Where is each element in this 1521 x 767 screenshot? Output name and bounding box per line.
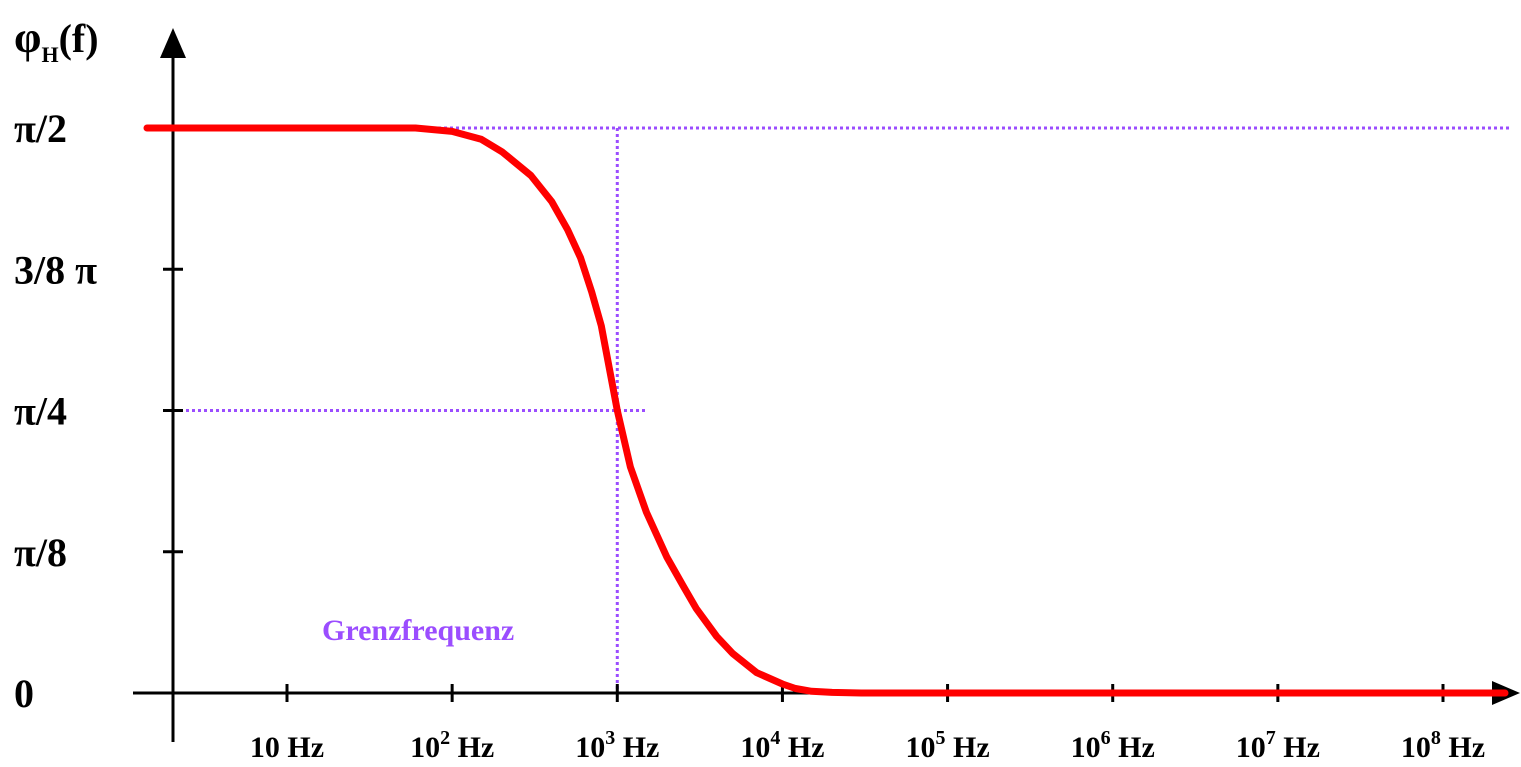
- y-ticks: 0 π/8 π/4 3/8 π π/2: [14, 106, 183, 716]
- x-tick-exponent: 5: [935, 727, 945, 749]
- x-tick-unit: Hz: [450, 731, 494, 764]
- x-tick-exponent: 3: [605, 727, 615, 749]
- x-tick-base: 10: [905, 731, 935, 764]
- x-tick-unit: Hz: [945, 731, 989, 764]
- x-tick-unit: Hz: [780, 731, 824, 764]
- x-tick-base: 10: [410, 731, 440, 764]
- x-tick-exponent: 7: [1266, 727, 1276, 749]
- x-tick-label: 106 Hz: [1071, 727, 1155, 764]
- y-tick-label: 0: [14, 671, 34, 716]
- y-axis-arrowhead: [160, 28, 186, 58]
- y-tick-label: 3/8 π: [14, 247, 97, 292]
- grenzfrequenz-label: Grenzfrequenz: [322, 614, 514, 647]
- x-tick-label: 103 Hz: [575, 727, 659, 764]
- y-tick-label: π/8: [14, 530, 67, 575]
- x-tick-label: 108 Hz: [1401, 727, 1485, 764]
- x-ticks: 10 Hz 102 Hz 103 Hz 104 Hz 105 Hz 106 Hz 107 H…: [250, 684, 1485, 764]
- x-tick-base: 10: [1071, 731, 1101, 764]
- x-tick-exponent: 2: [440, 727, 450, 749]
- y-tick-label: π/2: [14, 106, 67, 151]
- x-tick-unit: Hz: [1111, 731, 1155, 764]
- x-tick-unit: Hz: [1441, 731, 1485, 764]
- x-tick-label: 104 Hz: [740, 727, 824, 764]
- y-axis-title-rest: (f): [59, 16, 99, 61]
- x-tick-base: 10: [575, 731, 605, 764]
- y-axis-title-phi: φ: [14, 13, 41, 62]
- x-tick-exponent: 4: [770, 727, 780, 749]
- x-tick-base: 10 Hz: [250, 731, 324, 764]
- x-tick-label: 107 Hz: [1236, 727, 1320, 764]
- x-tick-label: 102 Hz: [410, 727, 494, 764]
- y-axis-title-subscript: H: [41, 42, 58, 67]
- x-tick-base: 10: [1401, 731, 1431, 764]
- x-tick-unit: Hz: [1276, 731, 1320, 764]
- y-tick-label: π/4: [14, 389, 67, 434]
- x-tick-exponent: 8: [1431, 727, 1441, 749]
- reference-lines: [180, 126, 1510, 693]
- y-axis-title: φH(f): [14, 13, 99, 67]
- x-tick-label: 10 Hz: [250, 731, 324, 764]
- x-tick-base: 10: [740, 731, 770, 764]
- x-tick-label: 105 Hz: [905, 727, 989, 764]
- x-tick-base: 10: [1236, 731, 1266, 764]
- x-tick-exponent: 6: [1101, 727, 1111, 749]
- x-tick-unit: Hz: [615, 731, 659, 764]
- phase-curve: [143, 124, 1509, 697]
